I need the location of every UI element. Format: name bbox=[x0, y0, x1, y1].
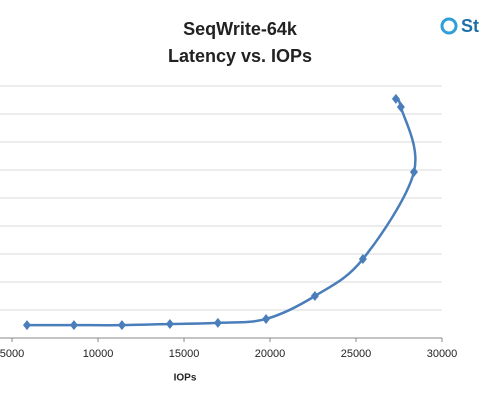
marker bbox=[213, 317, 222, 328]
marker bbox=[117, 320, 126, 331]
logo: St bbox=[461, 16, 479, 36]
x-axis-label: IOPs bbox=[174, 373, 197, 384]
marker bbox=[69, 320, 78, 331]
marker bbox=[391, 93, 400, 104]
marker bbox=[396, 102, 405, 112]
x-tick-label: 30000 bbox=[427, 348, 458, 360]
marker bbox=[23, 320, 32, 331]
x-tick-label: 10000 bbox=[83, 348, 114, 360]
line bbox=[27, 97, 417, 327]
x-tick-label: 25000 bbox=[341, 348, 372, 360]
marker bbox=[262, 313, 271, 324]
chart-title: SeqWrite-64k bbox=[183, 19, 298, 39]
chart-subtitle: Latency vs. IOPs bbox=[168, 46, 312, 66]
marker bbox=[409, 166, 418, 177]
logo-icon bbox=[440, 17, 458, 35]
x-tick-label: 20000 bbox=[255, 348, 286, 360]
x-tick-label: 5000 bbox=[0, 348, 24, 360]
marker bbox=[165, 319, 174, 329]
marker bbox=[358, 254, 367, 265]
marker bbox=[310, 291, 319, 301]
x-tick-label: 15000 bbox=[169, 348, 200, 360]
